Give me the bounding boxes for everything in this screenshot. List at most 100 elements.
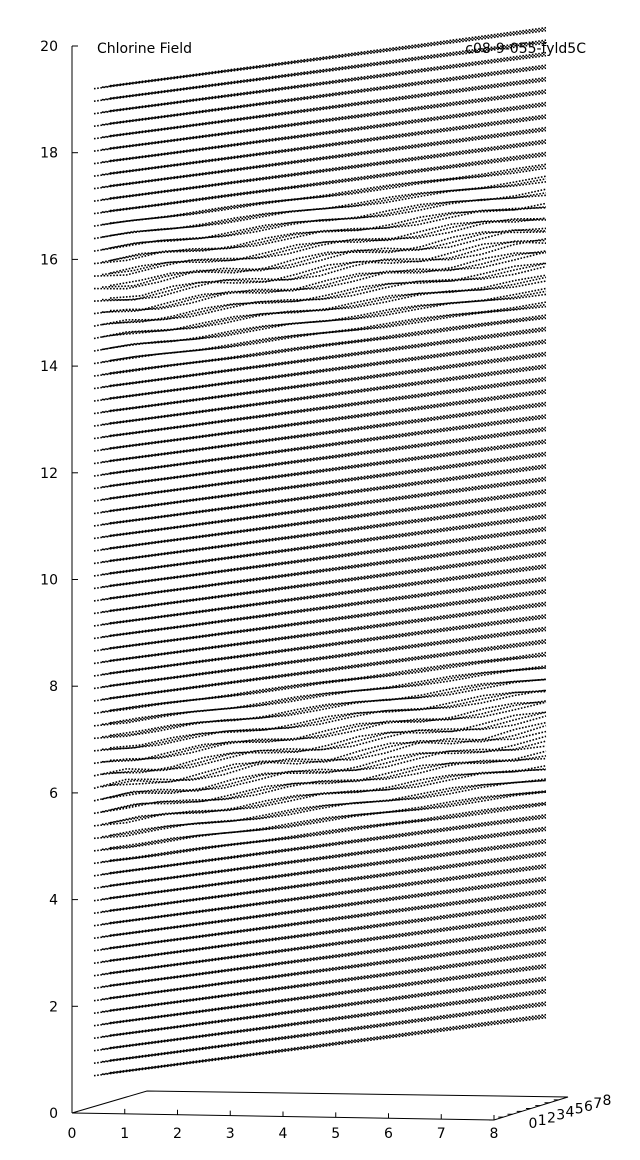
field-layer-stroke [101,440,547,501]
field-layer-stroke [93,117,547,177]
field-layer-stroke [93,92,547,152]
field-layer-stroke [101,428,547,488]
field-layer-stroke [101,700,547,763]
field-layer-stroke [101,840,547,900]
field-layer-stroke [101,802,547,863]
field-layer-stroke [101,415,547,476]
field-layer-stroke [93,745,547,802]
field-layer-stroke [93,941,547,1002]
field-layer-stroke [93,207,547,265]
field-layer-stroke [93,757,547,815]
field-layer-stroke [93,841,547,902]
field-layer-stroke [109,231,547,287]
field-layer-stroke [109,252,547,312]
field-layer-stroke [93,79,547,140]
field-layer-stroke [101,779,547,838]
field-layer-stroke [101,678,547,738]
field-layer-stroke [93,866,547,927]
field-layer-stroke [93,592,547,652]
field-layer-stroke [101,890,547,950]
field-layer-stroke [93,554,547,615]
field-layer-stroke [93,629,547,690]
field-layer-stroke [93,667,547,727]
field-layer-stroke [101,53,547,113]
field-layer-stroke [101,192,547,251]
field-layer-stroke [101,262,547,326]
field-layer-stroke [101,206,547,263]
field-layer-stroke [101,852,547,913]
x-axis-ticks: 0 1 2 3 4 5 6 7 8 [68,1108,498,1142]
field-layer-stroke [101,540,547,601]
field-layer-stroke [101,316,547,376]
field-layer-stroke [101,628,547,688]
field-layer-stroke [101,503,547,563]
field-layer-stroke [101,378,547,438]
field-layer-stroke [93,642,547,702]
field-layer-stroke [93,142,547,202]
field-layer-stroke [101,478,547,538]
field-layer-stroke [93,367,547,427]
field-layer-stroke [93,442,547,502]
field-layer-stroke [101,877,547,938]
field-layer-stroke [101,276,547,338]
y-tick-label: 7 [593,1096,602,1112]
y-tick-label: 3 [556,1107,565,1123]
field-layer-stroke [109,163,547,224]
field-layer-stroke [93,779,547,840]
y-tick-label: 6 [584,1099,593,1115]
z-tick-label: 12 [40,466,58,482]
field-layer-stroke [101,724,547,788]
field-layer-stroke [93,617,547,677]
field-layer-stroke [93,891,547,952]
field-layer-stroke [101,828,547,888]
field-layer-stroke [101,65,547,126]
field-layer-stroke [101,603,547,663]
field-layer-stroke [101,553,547,613]
field-layer-stroke [101,465,547,526]
x-tick-label: 0 [68,1126,77,1142]
field-layer-stroke [109,262,547,324]
z-axis-ticks: 0 2 4 6 8 10 12 14 16 18 20 [40,39,78,1122]
field-layer-stroke [101,1015,547,1075]
field-layer-stroke [101,250,547,313]
z-tick-label: 16 [40,252,58,268]
field-layer-stroke [93,929,547,989]
field-layer-stroke [101,78,547,138]
field-layer-stroke [93,392,547,452]
field-layer-stroke [93,504,547,565]
field-layer-stroke [93,417,547,477]
field-layer-stroke [93,979,547,1039]
field-layer-stroke [101,815,547,876]
field-layer-stroke [101,952,547,1013]
field-layer-stroke [101,453,547,513]
field-layer-stroke [93,454,547,515]
field-layer-stroke [93,29,547,90]
field-layer-stroke [101,902,547,963]
field-layer-stroke [109,690,547,749]
field-layer-stroke [93,579,547,640]
field-layer-stroke [93,329,547,390]
field-layer-stroke [93,655,547,715]
field-layers [93,26,547,1077]
field-layer-stroke [93,67,547,127]
x-tick-label: 6 [384,1126,393,1142]
field-layer-stroke [101,153,547,213]
field-layer-stroke [93,379,547,440]
field-layer-stroke [101,790,547,851]
field-layer-stroke [93,954,547,1014]
field-layer-stroke [93,129,547,190]
chart-id-label: c08-9-055-fyld5C [465,41,586,57]
field-layer-stroke [101,328,547,388]
y-tick-label: 8 [603,1093,612,1109]
field-layer-stroke [101,115,547,176]
y-tick-label: 0 [529,1116,538,1132]
field-layer-stroke [93,567,547,627]
z-tick-label: 20 [40,39,58,55]
field-layer-stroke [93,879,547,939]
field-layer-stroke [93,154,547,215]
field-layer-stroke [101,90,547,151]
y-tick-label: 5 [575,1102,584,1118]
x-tick-label: 7 [437,1126,446,1142]
field-layer-stroke [93,817,547,877]
